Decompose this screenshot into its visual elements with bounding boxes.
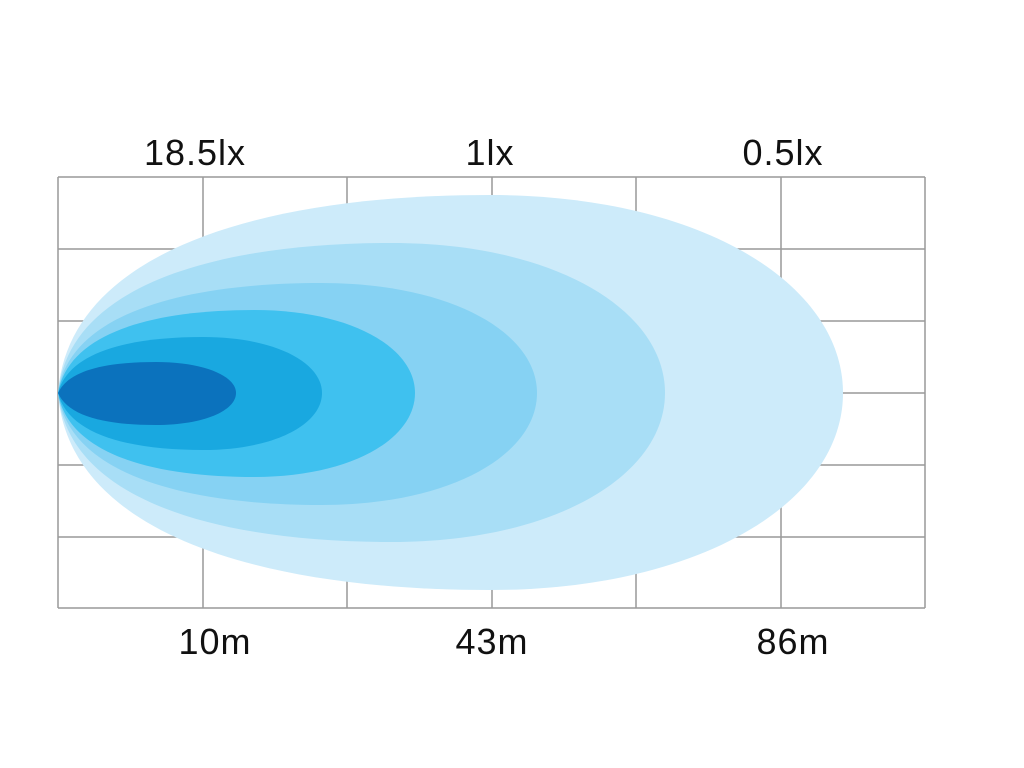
bottom-label: 43m — [455, 621, 528, 662]
top-label: 1lx — [465, 132, 514, 173]
top-label: 0.5lx — [742, 132, 823, 173]
beam-lobes — [58, 195, 843, 590]
bottom-label: 86m — [756, 621, 829, 662]
beam-lobe — [58, 362, 236, 425]
bottom-label: 10m — [178, 621, 251, 662]
top-label: 18.5lx — [144, 132, 246, 173]
